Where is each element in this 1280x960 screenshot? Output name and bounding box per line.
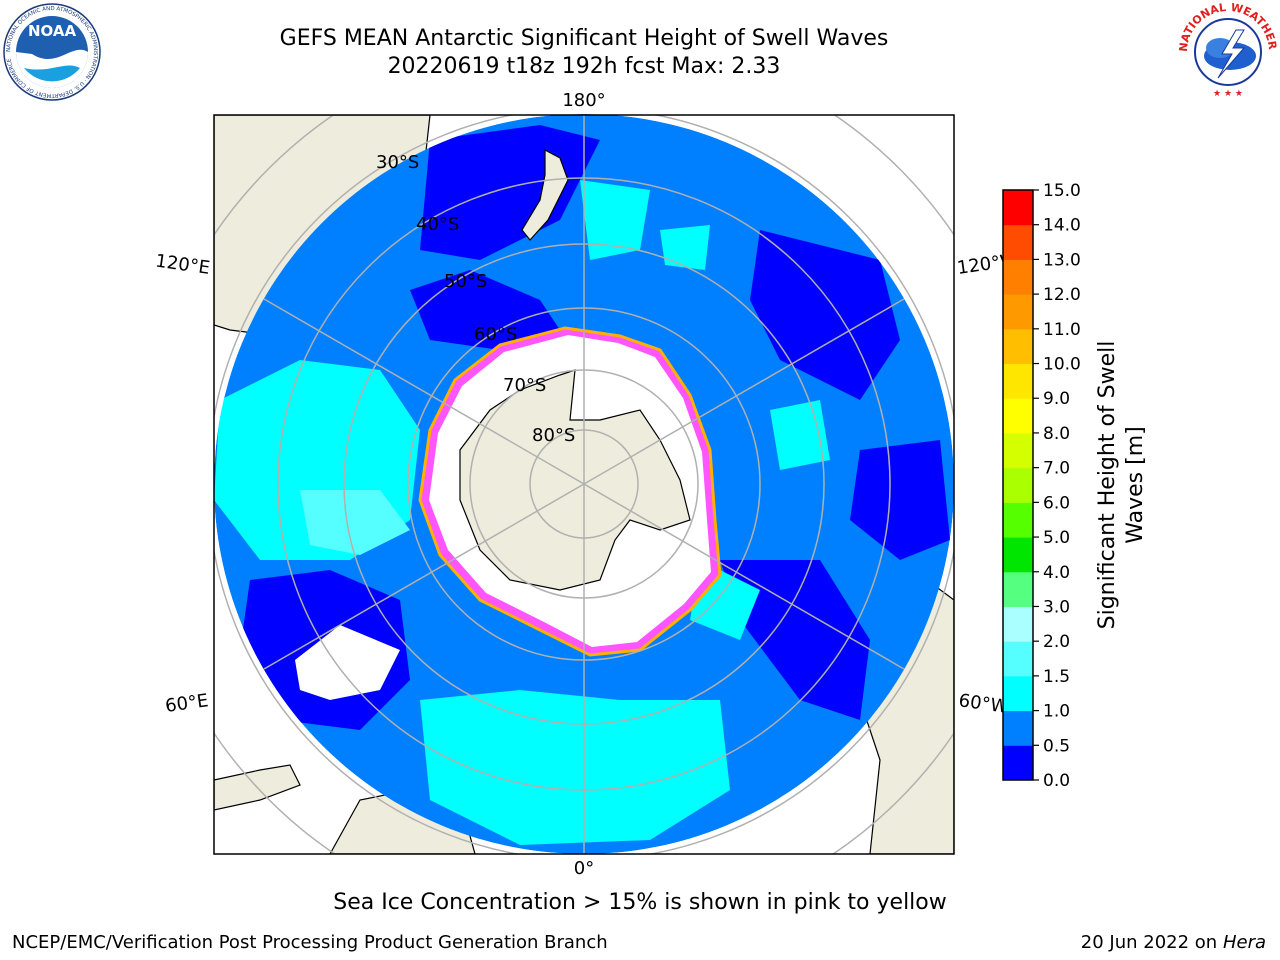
lat-label-80s: 80°S bbox=[532, 425, 575, 446]
colorbar-band bbox=[1003, 745, 1033, 781]
region-higher-w bbox=[300, 490, 410, 555]
colorbar-band bbox=[1003, 190, 1033, 226]
colorbar-band bbox=[1003, 710, 1033, 746]
land-antarctica bbox=[459, 369, 691, 591]
land-new-zealand bbox=[521, 149, 569, 241]
colorbar-tick-label: 12.0 bbox=[1043, 285, 1081, 305]
colorbar-tick-label: 2.0 bbox=[1043, 632, 1070, 652]
lat-label-60s: 60°S bbox=[474, 324, 517, 345]
lat-label-30s: 30°S bbox=[376, 152, 419, 173]
colorbar-bands bbox=[1003, 190, 1033, 781]
colorbar-tick-label: 4.0 bbox=[1043, 563, 1070, 583]
colorbar-tick-label: 10.0 bbox=[1043, 355, 1081, 375]
colorbar-tick-label: 14.0 bbox=[1043, 216, 1081, 236]
noaa-logo: NOAA NATIONAL OCEANIC AND ATMOSPHERIC AD… bbox=[3, 3, 101, 101]
noaa-logo-text: NOAA bbox=[28, 22, 77, 40]
credit-text: NCEP/EMC/Verification Post Processing Pr… bbox=[12, 932, 608, 953]
lon-label-0: 0° bbox=[574, 858, 594, 879]
colorbar-band bbox=[1003, 502, 1033, 538]
colorbar-tick-label: 3.0 bbox=[1043, 597, 1070, 617]
colorbar-band bbox=[1003, 606, 1033, 642]
colorbar-band bbox=[1003, 675, 1033, 712]
colorbar-tick-label: 7.0 bbox=[1043, 459, 1070, 479]
lon-label-120e: 120°E bbox=[154, 251, 211, 279]
colorbar-tick-label: 6.0 bbox=[1043, 493, 1070, 513]
colorbar-tick-label: 9.0 bbox=[1043, 389, 1070, 409]
colorbar-ticks: 0.0 0.5 1.0 1.5 2.0 3.0 4.0 5.0 6.0 7.0 8.0 9.0 10.0… bbox=[1033, 181, 1081, 791]
colorbar-frame bbox=[1002, 189, 1034, 781]
colorbar-band bbox=[1003, 398, 1033, 434]
colorbar: 0.0 0.5 1.0 1.5 2.0 3.0 4.0 5.0 6.0 7.0 8.0 9.0 10.0… bbox=[1002, 181, 1148, 791]
lon-label-60e: 60°E bbox=[164, 690, 210, 717]
colorbar-label-line2: Waves [m] bbox=[1123, 426, 1148, 543]
colorbar-band bbox=[1003, 328, 1033, 365]
colorbar-band bbox=[1003, 432, 1033, 469]
colorbar-tick-label: 1.5 bbox=[1043, 667, 1070, 687]
colorbar-tick-label: 5.0 bbox=[1043, 528, 1070, 548]
colorbar-tick-label: 11.0 bbox=[1043, 320, 1081, 340]
colorbar-tick-label: 1.0 bbox=[1043, 702, 1070, 722]
lat-label-50s: 50°S bbox=[444, 271, 487, 292]
lon-label-180: 180° bbox=[562, 90, 605, 111]
region-low-n bbox=[410, 270, 560, 350]
lat-label-70s: 70°S bbox=[503, 375, 546, 396]
machine-name: Hera bbox=[1222, 932, 1266, 953]
colorbar-band bbox=[1003, 467, 1033, 503]
colorbar-tick-label: 8.0 bbox=[1043, 424, 1070, 444]
colorbar-label-line1: Significant Height of Swell bbox=[1095, 341, 1120, 630]
region-low-se bbox=[720, 560, 870, 720]
sea-ice-note: Sea Ice Concentration > 15% is shown in … bbox=[333, 890, 947, 915]
lat-label-40s: 40°S bbox=[416, 214, 459, 235]
colorbar-tick-label: 13.0 bbox=[1043, 250, 1081, 270]
colorbar-tick-label: 15.0 bbox=[1043, 181, 1081, 201]
map-frame bbox=[213, 114, 955, 855]
run-date: 20 Jun 2022 on Hera bbox=[1080, 932, 1266, 953]
colorbar-band bbox=[1003, 259, 1033, 295]
colorbar-band bbox=[1003, 641, 1033, 677]
colorbar-band bbox=[1003, 363, 1033, 399]
colorbar-band bbox=[1003, 537, 1033, 573]
region-high-s bbox=[420, 690, 730, 845]
nws-logo: NATIONAL WEATHER SERVICE ★ ★ ★ bbox=[1178, 2, 1278, 100]
colorbar-band bbox=[1003, 294, 1033, 330]
colorbar-band bbox=[1003, 224, 1033, 260]
chart-title: GEFS MEAN Antarctic Significant Height o… bbox=[279, 26, 889, 51]
colorbar-tick-label: 0.0 bbox=[1043, 771, 1070, 791]
colorbar-tick-label: 0.5 bbox=[1043, 736, 1070, 756]
graticule bbox=[214, 115, 954, 854]
chart-subtitle: 20220619 t18z 192h fcst Max: 2.33 bbox=[387, 54, 781, 79]
svg-text:★ ★ ★: ★ ★ ★ bbox=[1213, 89, 1243, 99]
colorbar-band bbox=[1003, 571, 1033, 607]
